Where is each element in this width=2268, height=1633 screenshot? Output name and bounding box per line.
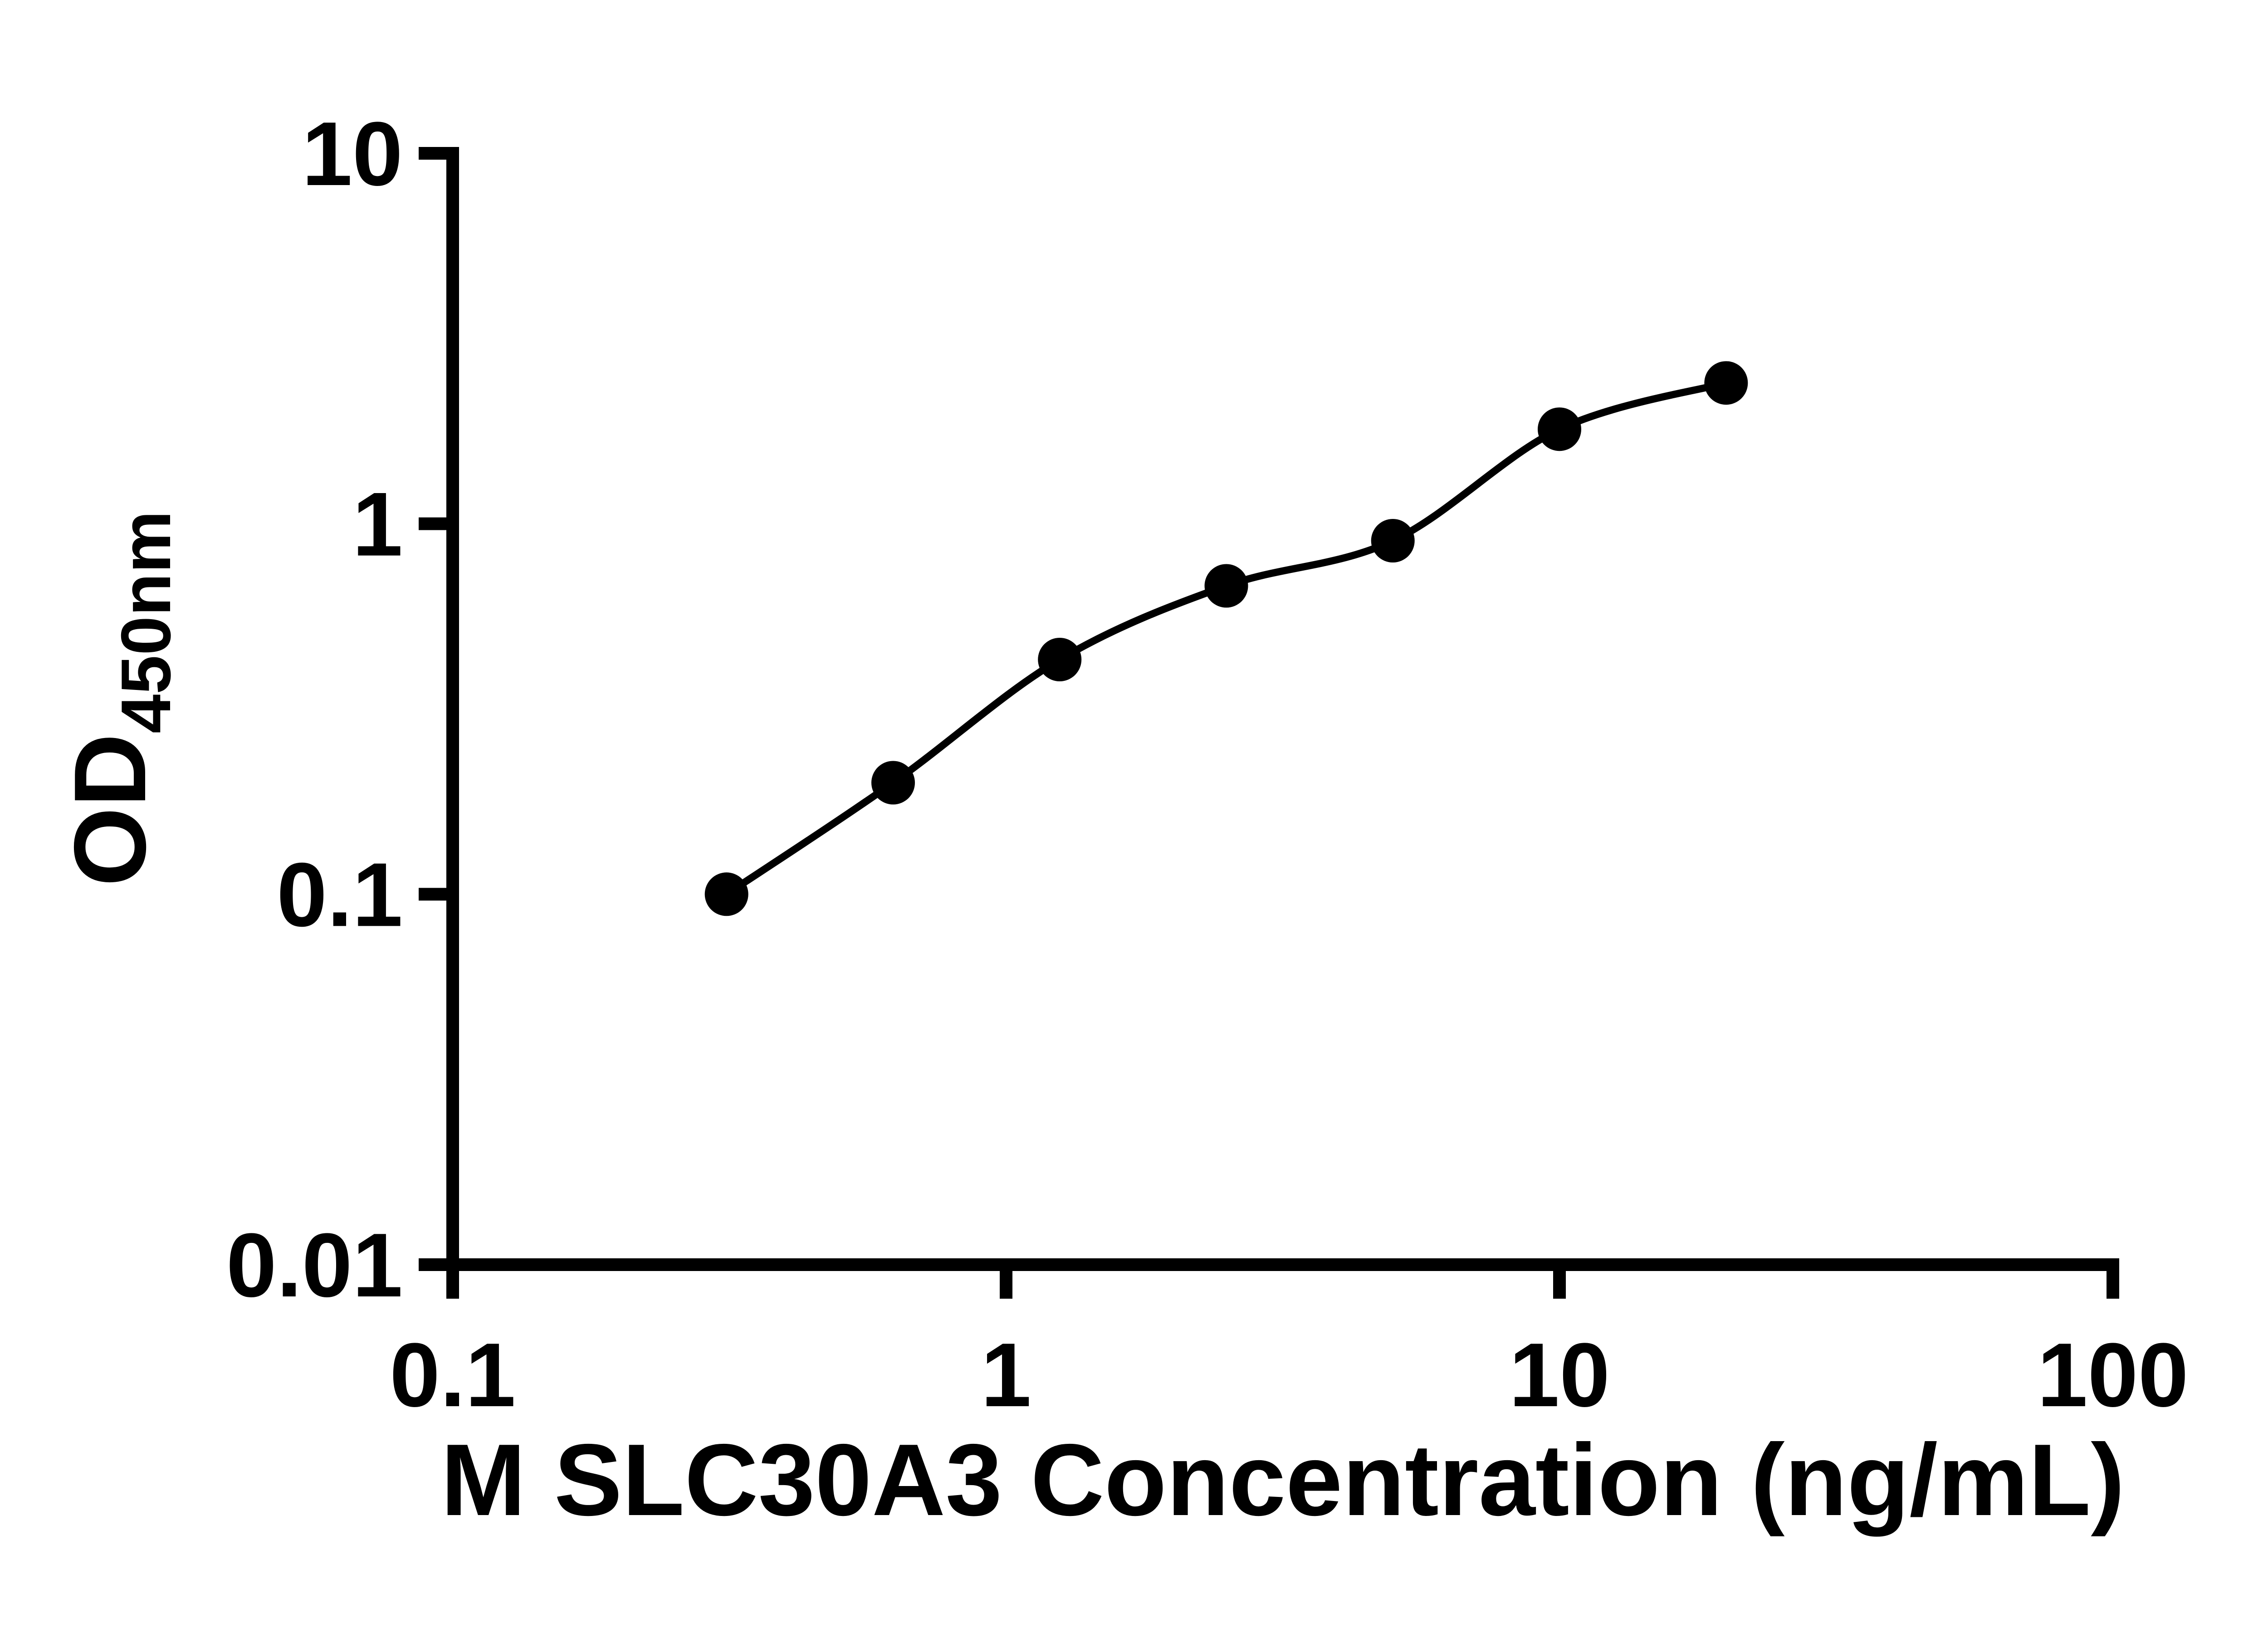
data-point bbox=[1204, 564, 1248, 608]
data-point bbox=[871, 761, 915, 805]
y-axis-title-sub: 450nm bbox=[107, 511, 185, 733]
x-tick-label: 1 bbox=[981, 1325, 1031, 1426]
y-axis-title: OD450nm bbox=[53, 511, 185, 887]
x-tick-label: 0.1 bbox=[390, 1325, 516, 1426]
fit-curve bbox=[723, 379, 1730, 898]
y-tick-label: 0.01 bbox=[226, 1215, 403, 1316]
x-tick-label: 10 bbox=[1509, 1325, 1610, 1426]
axis-frame bbox=[446, 147, 2119, 1271]
data-point bbox=[1704, 361, 1748, 405]
data-point bbox=[1038, 638, 1082, 681]
x-tick-label: 100 bbox=[2037, 1325, 2189, 1426]
y-tick-label: 1 bbox=[352, 474, 403, 575]
data-point bbox=[704, 872, 748, 916]
y-tick-label: 0.1 bbox=[277, 844, 403, 945]
y-axis-title-main: OD bbox=[53, 733, 167, 887]
y-tick-label: 10 bbox=[302, 103, 403, 205]
data-point bbox=[1538, 407, 1581, 451]
data-point bbox=[1371, 519, 1415, 562]
x-axis-title: M SLC30A3 Concentration (ng/mL) bbox=[441, 1423, 2125, 1537]
